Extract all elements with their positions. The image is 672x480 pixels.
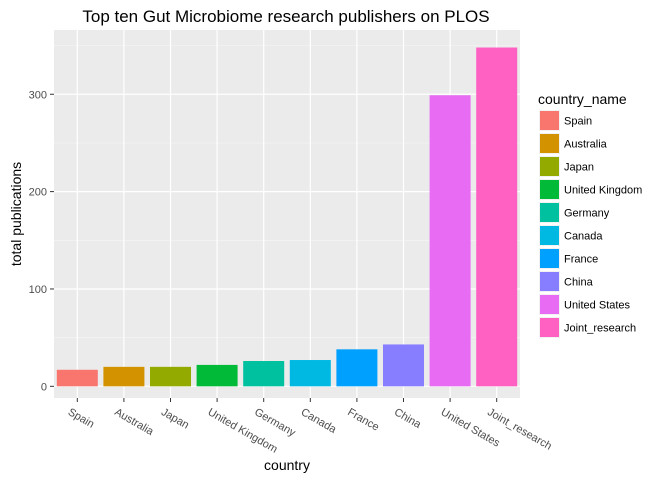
legend-label: Joint_research [564, 323, 636, 335]
bars [56, 47, 518, 387]
y-axis-title: total publications [8, 162, 24, 266]
bar-spain [56, 369, 98, 387]
bar-germany [243, 361, 285, 387]
legend-label: Spain [564, 116, 592, 128]
y-tick-label: 200 [29, 187, 47, 199]
legend-items: Spain Australia Japan United Kingdom Germany… [539, 110, 642, 338]
bar-japan [149, 366, 192, 387]
x-tick-label: Japan [159, 406, 191, 431]
bar-canada [289, 360, 331, 387]
legend: country_name Spain Australia Japan United K… [538, 91, 642, 338]
x-tick-label: Spain [66, 406, 96, 430]
bar-joint-research [476, 47, 518, 387]
y-tick-label: 300 [29, 89, 47, 101]
legend-swatch [540, 203, 559, 222]
legend-label: China [564, 277, 594, 289]
legend-swatch [540, 226, 559, 245]
legend-swatch [540, 111, 559, 130]
legend-label: Canada [564, 231, 603, 243]
x-axis-ticks: Spain Australia Japan United KingdomGermany… [66, 398, 554, 456]
legend-label: United States [564, 300, 631, 312]
bar-china [382, 344, 425, 387]
x-tick-label: France [345, 406, 381, 434]
bar-united-states [429, 95, 471, 387]
x-tick-label: China [392, 406, 424, 431]
legend-label: Australia [564, 139, 608, 151]
y-tick-label: 100 [29, 284, 47, 296]
y-axis-ticks: 0 100 200 300 [29, 89, 54, 393]
legend-swatch [540, 249, 559, 268]
x-tick-label: Canada [299, 406, 339, 436]
legend-swatch [540, 318, 559, 337]
legend-label: France [564, 254, 598, 266]
bar-france [336, 349, 378, 387]
x-axis-title: country [264, 457, 310, 473]
legend-swatch [540, 157, 559, 176]
chart-title: Top ten Gut Microbiome research publishe… [82, 7, 489, 26]
y-tick-label: 0 [41, 381, 47, 393]
bar-australia [103, 366, 145, 387]
legend-swatch [540, 295, 559, 314]
legend-title: country_name [538, 91, 627, 107]
major-gridlines [54, 30, 520, 398]
legend-swatch [540, 180, 559, 199]
bar-united-kingdom [196, 364, 238, 387]
x-tick-label: Australia [112, 406, 156, 438]
legend-label: United Kingdom [564, 185, 642, 197]
legend-swatch [540, 134, 559, 153]
legend-label: Japan [564, 162, 594, 174]
legend-swatch [540, 272, 559, 291]
legend-label: Germany [564, 208, 610, 220]
